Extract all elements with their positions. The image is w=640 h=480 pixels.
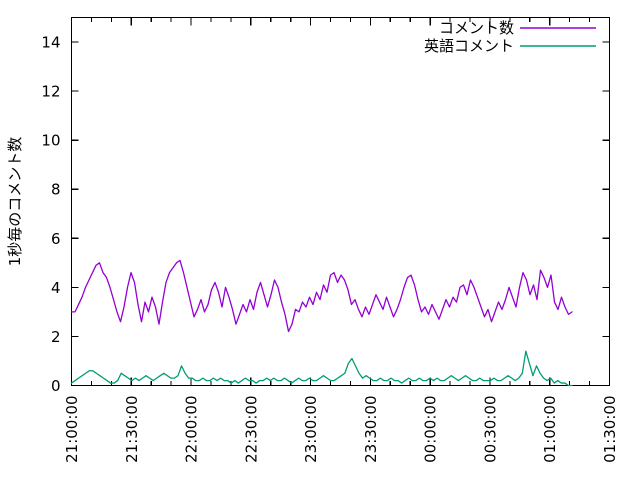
y-tick-label: 10 — [41, 132, 60, 150]
y-tick-label: 4 — [51, 279, 61, 297]
y-tick-label: 2 — [51, 328, 61, 346]
legend-label-comment-count: コメント数 — [439, 19, 514, 37]
x-axis: 21:00:00 21:30:00 22:00:00 22:30:00 23:00:00… — [63, 17, 619, 463]
y-axis: 0 2 4 6 8 10 12 14 — [41, 34, 610, 395]
x-tick-label: 00:00:00 — [422, 396, 440, 463]
x-tick-label: 01:00:00 — [541, 396, 559, 463]
series-line-english-comment — [70, 350, 573, 387]
x-tick-label: 22:00:00 — [183, 396, 201, 463]
legend-label-english-comment: 英語コメント — [424, 37, 514, 55]
y-tick-label: 12 — [41, 83, 60, 101]
x-tick-label: 01:30:00 — [601, 396, 619, 463]
x-tick-label: 00:30:00 — [481, 396, 499, 463]
y-axis-title: 1秒毎のコメント数 — [6, 137, 24, 267]
y-tick-label: 14 — [41, 34, 60, 52]
y-tick-label: 6 — [51, 230, 61, 248]
x-tick-label: 21:30:00 — [123, 396, 141, 463]
series-line-comment-count — [70, 259, 573, 333]
x-tick-label: 22:30:00 — [242, 396, 260, 463]
y-tick-label: 0 — [51, 377, 61, 395]
x-tick-label: 23:30:00 — [362, 396, 380, 463]
x-tick-label: 23:00:00 — [302, 396, 320, 463]
plot-frame — [70, 16, 611, 387]
x-tick-label: 21:00:00 — [63, 396, 81, 463]
y-tick-label: 8 — [51, 181, 61, 199]
